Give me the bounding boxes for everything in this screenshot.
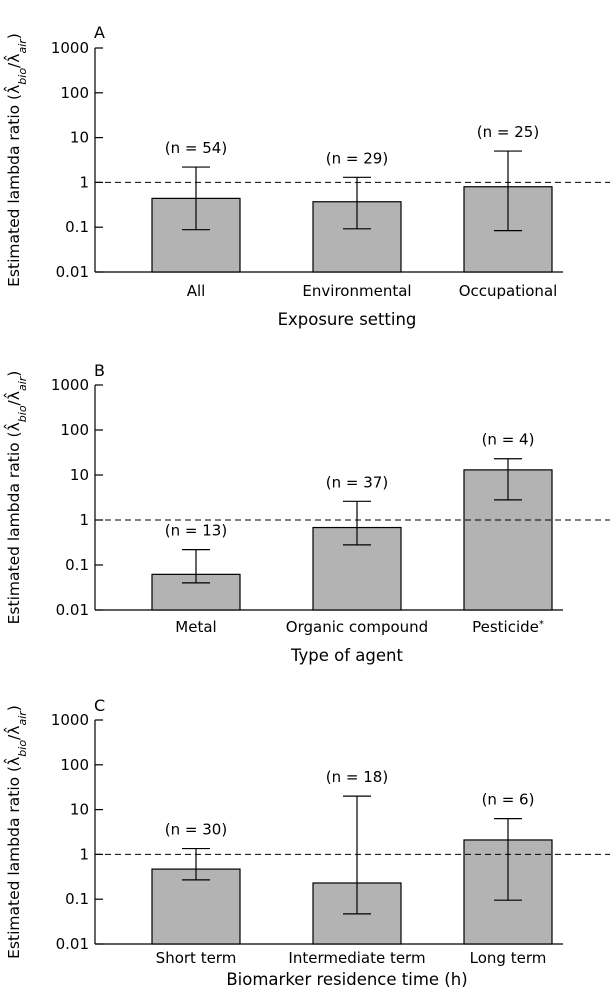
n-label: (n = 37)	[326, 473, 388, 491]
y-tick-label: 100	[60, 756, 89, 774]
panel-b: B 0.01 0.1 1 10 100 1000 Estimated lambda ratio…	[3, 361, 610, 665]
panel-letter: B	[94, 361, 105, 380]
category-label: Intermediate term	[288, 949, 425, 967]
y-tick-label: 1000	[51, 376, 89, 394]
panel-a: A 0.01 0.1 1 10 100 1000 Estimated lambda ratio…	[3, 23, 610, 329]
x-axis-label: Type of agent	[290, 646, 403, 665]
category-label: All	[187, 282, 206, 300]
y-tick-label: 1000	[51, 39, 89, 57]
y-tick-label: 1	[79, 173, 89, 191]
y-tick-label: 0.1	[65, 218, 89, 236]
category-label: Long term	[470, 949, 547, 967]
n-label: (n = 25)	[477, 123, 539, 141]
y-tick-label: 100	[60, 421, 89, 439]
y-tick-label: 0.01	[56, 935, 89, 953]
x-axis-label: Biomarker residence time (h)	[226, 970, 467, 989]
category-label: Organic compound	[286, 618, 428, 636]
n-label: (n = 54)	[165, 139, 227, 157]
category-label: Metal	[175, 618, 216, 636]
y-tick-label: 1	[79, 511, 89, 529]
y-tick-label: 0.1	[65, 556, 89, 574]
y-tick-label: 100	[60, 84, 89, 102]
n-label: (n = 29)	[326, 149, 388, 167]
y-tick-label: 0.1	[65, 890, 89, 908]
n-label: (n = 13)	[165, 522, 227, 540]
n-label: (n = 30)	[165, 821, 227, 839]
x-axis-label: Exposure setting	[278, 310, 417, 329]
panel-letter: A	[94, 23, 105, 42]
category-label: Occupational	[459, 282, 558, 300]
category-label: Short term	[156, 949, 237, 967]
y-tick-label: 10	[70, 801, 89, 819]
panel-letter: C	[94, 696, 105, 715]
y-tick-label: 10	[70, 466, 89, 484]
y-axis-label: Estimated lambda ratio (λ̂bio/λ̂air)	[3, 33, 28, 287]
n-label: (n = 4)	[482, 431, 535, 449]
category-label: Environmental	[302, 282, 411, 300]
y-axis-label: Estimated lambda ratio (λ̂bio/λ̂air)	[3, 371, 28, 625]
y-tick-label: 1	[79, 845, 89, 863]
y-tick-label: 0.01	[56, 263, 89, 281]
n-label: (n = 18)	[326, 768, 388, 786]
panel-c: C 0.01 0.1 1 10 100 1000 Estimated lambda ratio…	[3, 696, 610, 989]
y-tick-label: 10	[70, 129, 89, 147]
category-label: Pesticide*	[472, 618, 544, 636]
n-label: (n = 6)	[482, 791, 535, 809]
y-tick-label: 0.01	[56, 601, 89, 619]
y-axis-label: Estimated lambda ratio (λ̂bio/λ̂air)	[3, 705, 28, 959]
y-tick-label: 1000	[51, 711, 89, 729]
